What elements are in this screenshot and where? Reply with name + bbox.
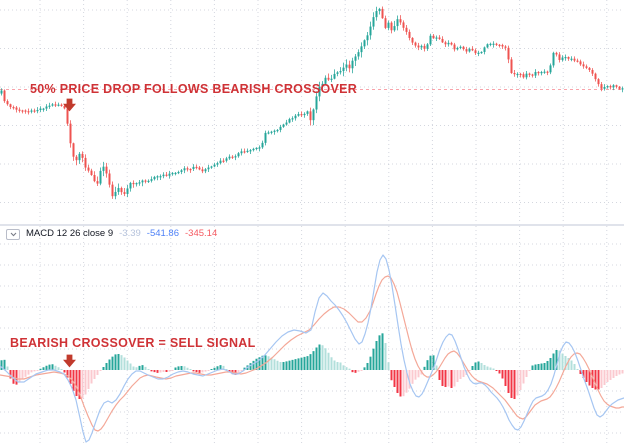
- chevron-down-icon[interactable]: [6, 228, 20, 240]
- down-arrow-icon[interactable]: [62, 98, 77, 112]
- pane-separator[interactable]: [0, 224, 624, 226]
- down-arrow-icon[interactable]: [62, 354, 77, 368]
- macd-title: MACD 12 26 close 9: [26, 228, 114, 239]
- macd-legend-row[interactable]: MACD 12 26 close 9 -3.39 -541.86 -345.14: [6, 228, 217, 240]
- annotation-sell-signal[interactable]: BEARISH CROSSOVER = SELL SIGNAL: [10, 336, 256, 350]
- macd-hist-value: -3.39: [119, 228, 141, 239]
- macd-signal-value: -345.14: [185, 228, 218, 239]
- annotation-price-drop[interactable]: 50% PRICE DROP FOLLOWS BEARISH CROSSOVER: [30, 82, 358, 96]
- macd-line-value: -541.86: [146, 228, 180, 239]
